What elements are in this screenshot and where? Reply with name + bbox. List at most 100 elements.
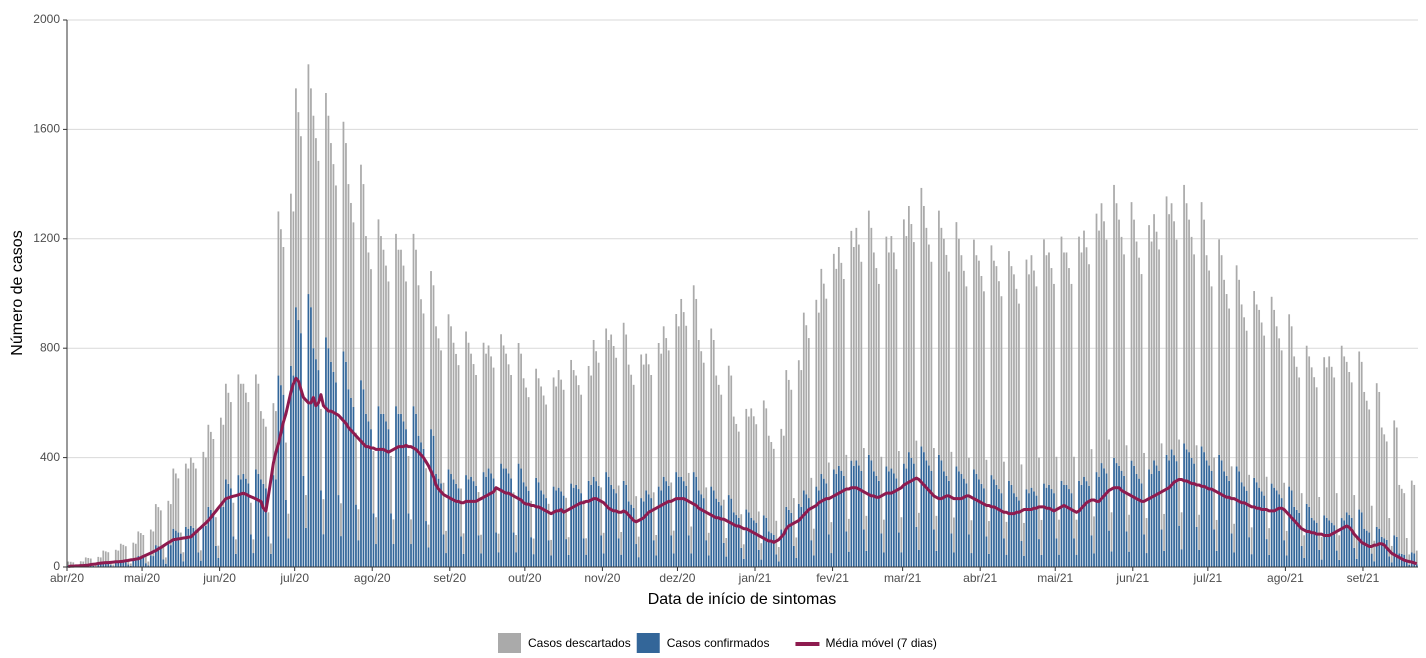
bar xyxy=(971,553,973,567)
bar xyxy=(1216,551,1218,567)
bar xyxy=(998,489,1000,567)
bar xyxy=(898,533,900,567)
bar xyxy=(197,553,199,567)
bar xyxy=(1111,551,1113,567)
bar xyxy=(820,474,822,567)
bar xyxy=(1156,232,1158,466)
bar xyxy=(413,234,415,406)
bar xyxy=(1121,471,1123,567)
bar xyxy=(936,516,938,551)
bar xyxy=(938,211,940,455)
bar xyxy=(835,269,837,474)
bar xyxy=(255,374,257,469)
bar xyxy=(1108,440,1110,531)
bar xyxy=(533,539,535,555)
bar xyxy=(745,409,747,510)
bar xyxy=(1353,495,1355,548)
bar xyxy=(155,504,157,545)
x-tick-label: jul/20 xyxy=(279,571,309,585)
bar xyxy=(740,514,742,548)
bar xyxy=(1393,535,1395,567)
bar xyxy=(690,553,692,567)
bar xyxy=(918,513,920,550)
bar xyxy=(910,458,912,567)
bar xyxy=(703,363,705,498)
bar xyxy=(660,354,662,491)
bar xyxy=(1411,481,1413,553)
bar xyxy=(383,414,385,567)
bar xyxy=(1408,554,1410,564)
bar xyxy=(465,475,467,567)
bar xyxy=(558,370,560,488)
x-tick-label: ago/20 xyxy=(354,571,391,585)
bar xyxy=(440,483,442,567)
y-tick-label: 400 xyxy=(40,450,60,464)
bar xyxy=(480,553,482,567)
bar xyxy=(725,557,727,567)
bar xyxy=(445,553,447,567)
bar xyxy=(905,236,907,468)
bar xyxy=(263,419,265,484)
bar xyxy=(878,284,880,481)
bar xyxy=(588,481,590,567)
bar xyxy=(838,466,840,567)
bar xyxy=(438,338,440,478)
bar xyxy=(865,551,867,567)
bar xyxy=(1293,507,1295,567)
bar xyxy=(333,372,335,567)
bar xyxy=(660,490,662,567)
bar xyxy=(1321,537,1323,560)
bar xyxy=(1068,268,1070,489)
bar xyxy=(420,299,422,442)
bar xyxy=(813,529,815,556)
bar xyxy=(698,340,700,490)
bar xyxy=(555,490,557,567)
bar xyxy=(323,499,325,534)
bar xyxy=(498,534,500,553)
bar xyxy=(330,362,332,567)
bar xyxy=(688,473,690,535)
bar xyxy=(1398,553,1400,567)
bar xyxy=(1376,527,1378,567)
bar xyxy=(1086,481,1088,567)
bar xyxy=(1178,526,1180,567)
bar xyxy=(1098,477,1100,567)
bar xyxy=(378,406,380,567)
bar xyxy=(410,544,412,567)
bar xyxy=(598,363,600,486)
bar xyxy=(475,486,477,567)
bar xyxy=(475,375,477,486)
bar xyxy=(1186,449,1188,567)
bar xyxy=(303,399,305,476)
bar xyxy=(1103,468,1105,567)
bar xyxy=(142,557,144,567)
bar xyxy=(1291,326,1293,490)
bar xyxy=(263,484,265,567)
bar xyxy=(1141,483,1143,567)
bar xyxy=(278,211,280,375)
bar xyxy=(853,247,855,466)
bar xyxy=(1286,531,1288,556)
bar xyxy=(235,539,237,553)
bar xyxy=(813,556,815,567)
bar xyxy=(107,552,109,562)
bar xyxy=(805,494,807,567)
bar xyxy=(1381,428,1383,537)
bar xyxy=(1353,548,1355,567)
bar xyxy=(280,229,282,385)
bar xyxy=(728,495,730,567)
bar xyxy=(748,417,750,513)
bar xyxy=(225,479,227,567)
bar xyxy=(545,498,547,567)
bar xyxy=(488,469,490,567)
bar xyxy=(1266,539,1268,567)
bar xyxy=(958,239,960,471)
bar xyxy=(200,561,202,567)
bar xyxy=(405,281,407,429)
bar xyxy=(1318,550,1320,567)
bar xyxy=(215,546,217,567)
bar xyxy=(618,538,620,567)
bar xyxy=(1048,485,1050,567)
